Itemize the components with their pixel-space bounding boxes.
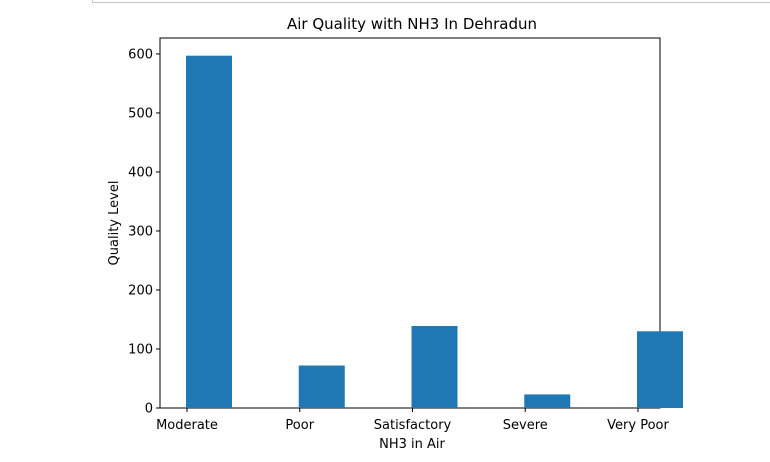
plot-area	[159, 37, 661, 409]
bar-satisfactory	[411, 325, 458, 408]
bar-moderate	[186, 55, 232, 409]
y-tick-label: 500	[128, 106, 153, 121]
bar-very-poor	[637, 331, 683, 408]
x-tick-label: Poor	[285, 418, 314, 433]
y-tick-label: 300	[128, 224, 153, 239]
x-tick-label: Moderate	[156, 418, 218, 433]
bar-poor	[298, 365, 345, 408]
x-axis-label: NH3 in Air	[379, 437, 445, 452]
x-tick-label: Satisfactory	[374, 418, 452, 433]
y-tick-label: 200	[128, 283, 153, 298]
chart-title: Air Quality with NH3 In Dehradun	[287, 15, 537, 33]
x-tick-label: Severe	[503, 418, 548, 433]
y-tick-label: 0	[145, 402, 153, 417]
y-tick-label: 600	[128, 47, 153, 62]
y-tick-label: 100	[128, 342, 153, 357]
window-frame-edge	[92, 0, 770, 3]
y-axis-label: Quality Level	[107, 181, 122, 266]
y-tick-label: 400	[128, 165, 153, 180]
bar-severe	[524, 394, 571, 408]
x-tick-label: Very Poor	[607, 418, 669, 433]
